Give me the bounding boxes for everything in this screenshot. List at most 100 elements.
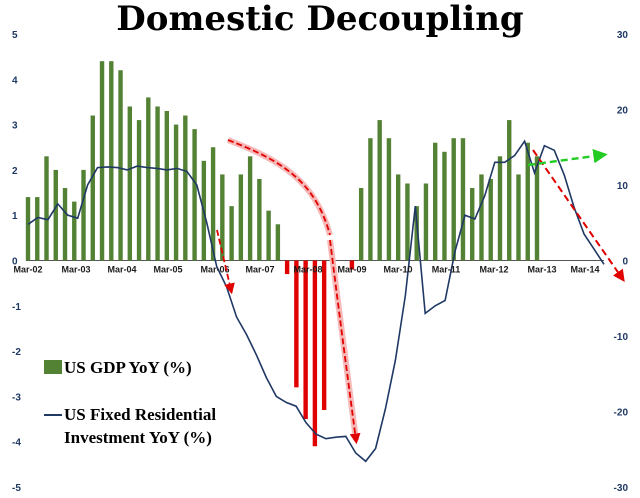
x-tick-label: Mar-05 bbox=[153, 265, 182, 275]
gdp-bar bbox=[62, 188, 68, 261]
left-tick-label: 5 bbox=[12, 30, 18, 41]
gdp-bar bbox=[136, 120, 142, 261]
left-tick-label: 2 bbox=[12, 166, 18, 177]
right-tick-label: -20 bbox=[614, 408, 629, 419]
gdp-bar bbox=[173, 124, 179, 261]
right-tick-label: 10 bbox=[617, 181, 629, 192]
gdp-bar bbox=[192, 129, 197, 261]
gdp-bar bbox=[238, 174, 244, 261]
gdp-bar bbox=[284, 260, 290, 275]
gdp-bar bbox=[72, 201, 77, 261]
gdp-bar bbox=[275, 224, 281, 261]
gdp-bar bbox=[460, 138, 466, 261]
gdp-bar bbox=[210, 147, 216, 261]
left-tick-label: -4 bbox=[12, 438, 21, 449]
x-tick-label: Mar-04 bbox=[107, 265, 136, 275]
right-tick-label: 0 bbox=[622, 257, 628, 268]
gdp-bar bbox=[358, 188, 364, 261]
gdp-bar bbox=[25, 197, 31, 261]
x-tick-label: Mar-12 bbox=[479, 265, 508, 275]
gdp-bar bbox=[35, 197, 40, 261]
gdp-bar bbox=[118, 70, 123, 261]
red-arrow-steep-dash bbox=[329, 239, 361, 445]
x-tick-label: Mar-02 bbox=[13, 265, 42, 275]
gdp-bar bbox=[451, 138, 456, 261]
gdp-bar bbox=[109, 61, 114, 261]
gdp-bar bbox=[44, 156, 49, 261]
left-tick-label: 1 bbox=[12, 211, 18, 222]
gdp-bars bbox=[25, 61, 540, 447]
gdp-bar bbox=[229, 206, 234, 261]
left-axis-ticks: -5 -4 -3 -2 -1 0 1 2 3 4 5 bbox=[12, 30, 21, 494]
chart-title: Domestic Decoupling bbox=[116, 0, 523, 39]
gdp-bar bbox=[312, 260, 318, 447]
x-axis-ticks: Mar-02 Mar-03 Mar-04 Mar-05 Mar-06 Mar-07 Mar-… bbox=[13, 265, 599, 275]
residential-investment-line bbox=[27, 139, 605, 463]
left-tick-label: 0 bbox=[12, 257, 18, 268]
red-arrow-small bbox=[216, 229, 235, 295]
gdp-bar bbox=[423, 183, 429, 261]
gdp-bar bbox=[99, 61, 105, 261]
gdp-bar bbox=[377, 120, 382, 261]
annotation-arrows bbox=[216, 137, 625, 445]
x-tick-label: Mar-14 bbox=[570, 265, 599, 275]
x-tick-label: Mar-13 bbox=[527, 265, 556, 275]
gdp-bar bbox=[183, 115, 188, 261]
right-tick-label: -10 bbox=[614, 332, 629, 343]
gdp-bar bbox=[81, 169, 86, 261]
gdp-bar bbox=[90, 115, 95, 261]
left-tick-label: -2 bbox=[12, 347, 21, 358]
right-tick-label: 20 bbox=[617, 106, 629, 117]
legend-label-residential-line1: US Fixed Residential bbox=[64, 405, 216, 424]
legend-swatch-gdp bbox=[44, 360, 62, 374]
gdp-bar bbox=[220, 174, 225, 261]
left-tick-label: -5 bbox=[12, 483, 21, 494]
gdp-bar bbox=[127, 106, 132, 261]
gdp-bar bbox=[470, 188, 475, 261]
left-tick-label: 3 bbox=[12, 121, 18, 132]
x-tick-label: Mar-10 bbox=[383, 265, 412, 275]
gdp-bar bbox=[507, 120, 512, 261]
x-tick-label: Mar-09 bbox=[337, 265, 366, 275]
x-tick-label: Mar-08 bbox=[293, 265, 322, 275]
right-axis-ticks: -30 -20 -10 0 10 20 30 bbox=[614, 30, 629, 494]
x-tick-label: Mar-07 bbox=[245, 265, 274, 275]
gdp-bar bbox=[247, 156, 253, 261]
gdp-bar bbox=[53, 169, 58, 261]
gdp-bar bbox=[433, 142, 438, 261]
gdp-bar bbox=[534, 156, 540, 261]
left-tick-label: -3 bbox=[12, 392, 21, 403]
gdp-bar bbox=[497, 156, 503, 261]
left-tick-label: -1 bbox=[12, 302, 21, 313]
gdp-bar bbox=[442, 151, 447, 261]
red-arrow-right bbox=[532, 149, 625, 282]
red-arrow-curve-dash bbox=[227, 139, 331, 236]
gdp-bar bbox=[266, 210, 271, 261]
legend-label-residential-line2: Investment YoY (%) bbox=[64, 428, 212, 447]
gdp-bar bbox=[386, 138, 392, 261]
gdp-bar bbox=[155, 106, 160, 261]
gdp-bar bbox=[294, 260, 299, 388]
right-tick-label: -30 bbox=[614, 483, 629, 494]
gdp-bar bbox=[164, 111, 170, 261]
gdp-bar bbox=[321, 260, 327, 410]
gdp-bar bbox=[525, 142, 530, 261]
gdp-bar bbox=[368, 138, 373, 261]
gdp-bar bbox=[488, 178, 493, 261]
gdp-bar bbox=[516, 174, 521, 261]
x-tick-label: Mar-03 bbox=[61, 265, 90, 275]
gdp-bar bbox=[414, 206, 419, 261]
x-tick-label: Mar-06 bbox=[200, 265, 229, 275]
gdp-bar bbox=[349, 260, 355, 270]
gdp-bar bbox=[146, 97, 151, 261]
red-arrow-curve bbox=[226, 137, 333, 236]
gdp-bar bbox=[303, 260, 308, 420]
gdp-bar bbox=[395, 174, 401, 261]
left-tick-label: 4 bbox=[12, 75, 18, 86]
gdp-bar bbox=[405, 183, 410, 261]
right-tick-label: 30 bbox=[617, 30, 629, 41]
legend: US GDP YoY (%) US Fixed Residential Inve… bbox=[44, 358, 216, 447]
x-tick-label: Mar-11 bbox=[432, 265, 461, 275]
gdp-bar bbox=[479, 174, 484, 261]
